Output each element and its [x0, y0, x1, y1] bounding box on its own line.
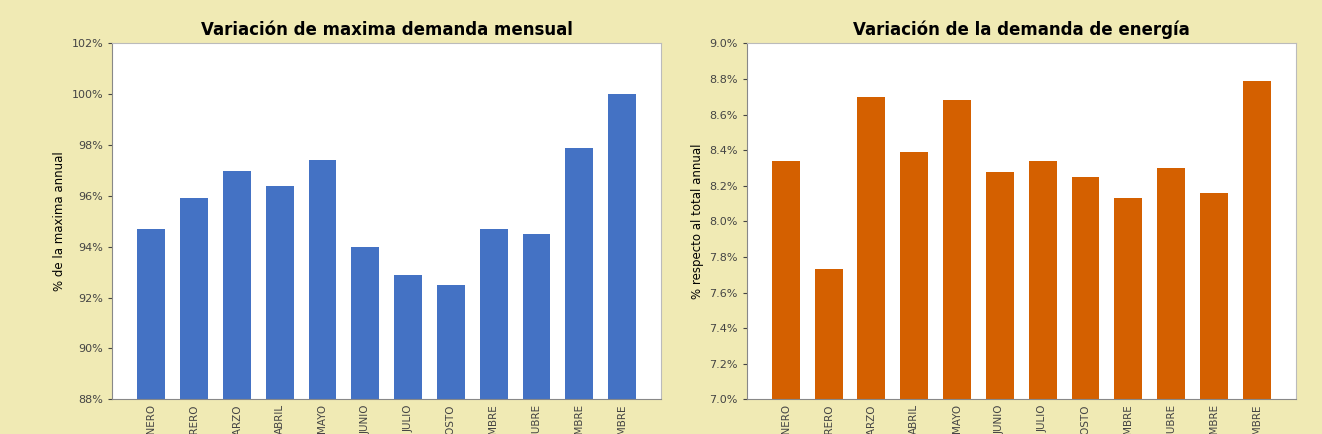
- Bar: [1243, 81, 1270, 399]
- Bar: [180, 198, 208, 399]
- Bar: [308, 160, 336, 399]
- Bar: [266, 186, 293, 399]
- Bar: [858, 97, 886, 399]
- Title: Variación de la demanda de energía: Variación de la demanda de energía: [853, 20, 1190, 39]
- Y-axis label: % respecto al total annual: % respecto al total annual: [691, 144, 703, 299]
- Bar: [1029, 161, 1056, 399]
- Bar: [772, 161, 800, 399]
- Bar: [137, 229, 165, 399]
- Bar: [814, 270, 842, 399]
- Bar: [394, 275, 422, 399]
- Title: Variación de maxima demanda mensual: Variación de maxima demanda mensual: [201, 21, 572, 39]
- Bar: [1200, 193, 1228, 399]
- Bar: [900, 152, 928, 399]
- Bar: [1114, 198, 1142, 399]
- Bar: [986, 171, 1014, 399]
- Y-axis label: % de la maxima annual: % de la maxima annual: [53, 151, 66, 291]
- Bar: [608, 94, 636, 399]
- Bar: [352, 247, 379, 399]
- Bar: [438, 285, 465, 399]
- Bar: [522, 234, 550, 399]
- Bar: [480, 229, 508, 399]
- Bar: [223, 171, 251, 399]
- Bar: [1157, 168, 1185, 399]
- Bar: [943, 100, 970, 399]
- Bar: [1072, 177, 1100, 399]
- Bar: [566, 148, 594, 399]
